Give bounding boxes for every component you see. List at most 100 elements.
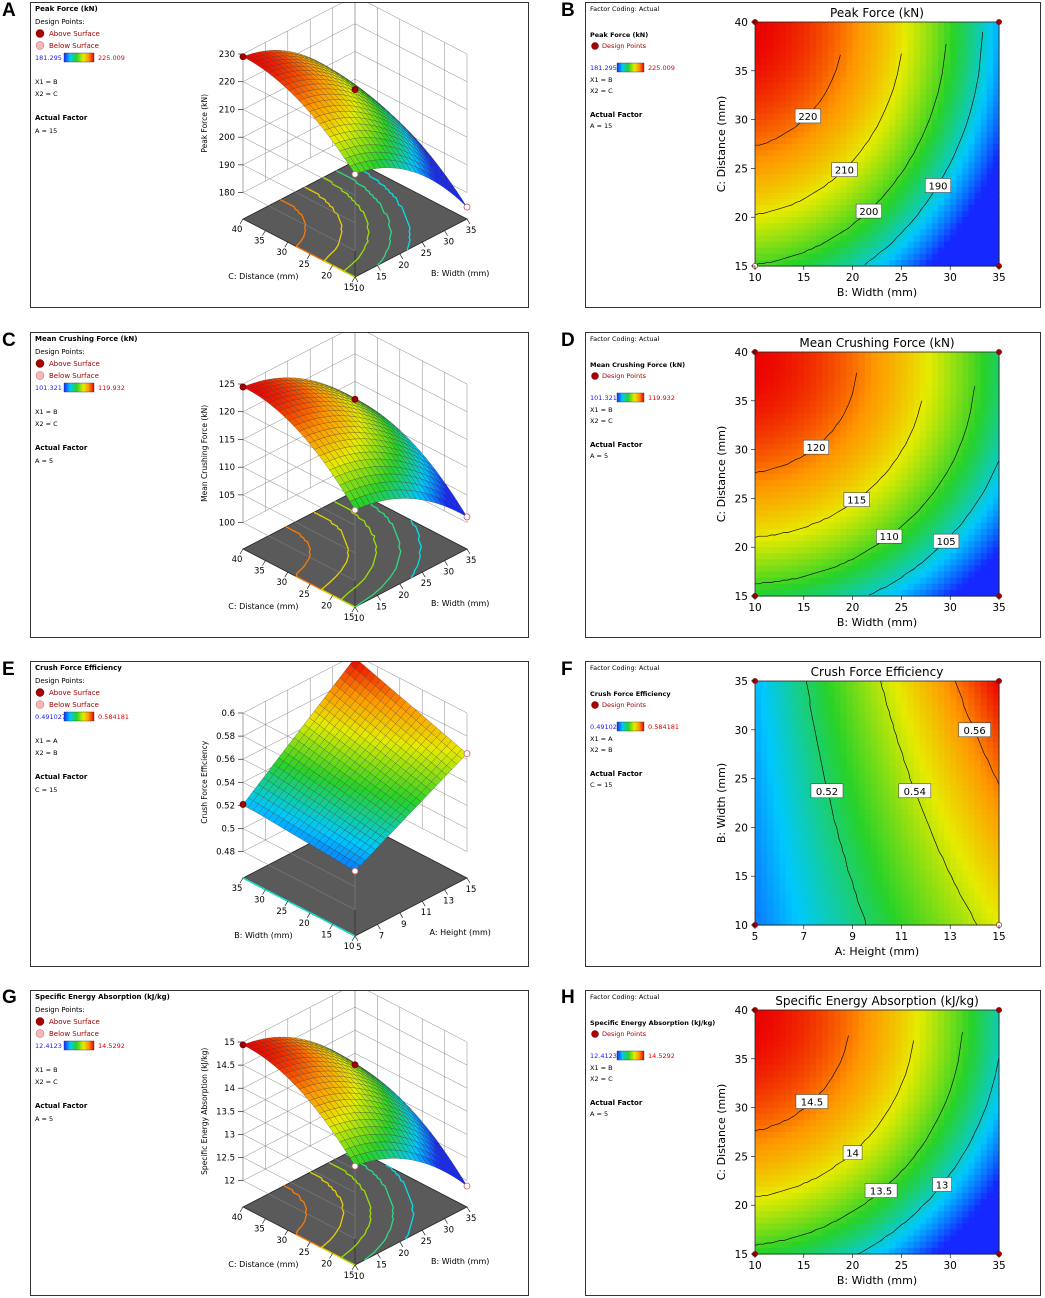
contour-cell [828, 370, 835, 377]
design-points-marker [591, 42, 599, 50]
contour-cell [828, 107, 835, 115]
contour-cell [980, 358, 988, 365]
contour-cell [797, 425, 805, 432]
contour-cell [852, 583, 860, 591]
contour-cell [968, 64, 976, 72]
contour-cell [986, 58, 994, 66]
contour-cell [791, 52, 799, 60]
contour-cell [907, 241, 915, 249]
contour-cell [986, 541, 994, 548]
contour-cell [925, 198, 933, 206]
contour-cell [761, 406, 768, 414]
contour-cell [858, 174, 866, 182]
contour-cell [956, 480, 963, 487]
left-tick [284, 572, 289, 578]
contour-cell [846, 571, 854, 579]
contour-cell [785, 370, 793, 377]
contour-cell [791, 480, 799, 487]
contour-cell [895, 95, 902, 102]
contour-cell [968, 235, 976, 243]
contour-cell [907, 565, 915, 573]
contour-cell [889, 547, 896, 554]
contour-cell [931, 70, 939, 78]
actual-factor-value: A = 5 [590, 452, 608, 460]
contour-cell [950, 131, 957, 139]
y-tick-label: 40 [735, 347, 748, 359]
contour-cell [889, 406, 896, 414]
contour-cell [913, 162, 921, 169]
contour-cell [950, 559, 957, 567]
contour-cell [822, 83, 829, 90]
contour-cell [938, 70, 945, 78]
contour-cell [986, 449, 994, 457]
contour-cell [974, 443, 982, 451]
legend-title: Peak Force (kN) [590, 31, 648, 39]
contour-cell [803, 419, 811, 426]
contour-cell [907, 192, 915, 200]
contour-cell [907, 168, 915, 176]
contour-cell [968, 467, 976, 475]
contour-cell [785, 559, 793, 567]
contour-cell [822, 113, 829, 121]
contour-cell [755, 70, 762, 78]
contour-cell [968, 174, 976, 182]
contour-cell [992, 547, 1000, 554]
contour-cell [968, 541, 976, 548]
contour-cell [956, 382, 963, 390]
contour-cell [889, 223, 896, 230]
contour-cell [931, 583, 939, 591]
contour-cell [828, 89, 835, 96]
contour-cell [809, 352, 817, 359]
contour-cell [992, 474, 1000, 481]
contour-cell [761, 498, 768, 506]
contour-cell [968, 492, 976, 499]
contour-cell [809, 571, 817, 579]
contour-cell [852, 150, 860, 157]
contour-cell [816, 259, 823, 267]
contour-cell [877, 431, 884, 438]
contour-cell [944, 425, 951, 432]
contour-cell [889, 101, 896, 108]
contour-cell [840, 400, 848, 408]
contour-cell [956, 52, 963, 60]
contour-cell [992, 376, 1000, 384]
contour-cell [761, 205, 768, 212]
contour-cell [828, 125, 835, 133]
contour-cell [907, 162, 915, 169]
contour-cell [962, 419, 970, 426]
contour-cell [962, 180, 970, 188]
contour-cell [907, 253, 915, 261]
contour-cell [895, 376, 902, 384]
contour-cell [822, 535, 829, 542]
contour-cell [761, 76, 768, 84]
contour-cell [803, 400, 811, 408]
contour-cell [931, 589, 939, 597]
right-tick-label: 15 [376, 602, 387, 612]
x-axis-label: B: Width (mm) [837, 286, 917, 299]
contour-cell [834, 419, 841, 426]
grid-line [242, 851, 356, 910]
contour-cell [755, 223, 762, 230]
contour-cell [883, 89, 890, 96]
contour-cell [895, 125, 902, 133]
design-points-heading: Design Points: [35, 18, 85, 26]
contour-cell [913, 431, 921, 438]
contour-cell [852, 467, 860, 475]
contour-cell [761, 235, 768, 243]
contour-cell [822, 498, 829, 506]
contour-cell [870, 217, 878, 224]
contour-cell [797, 34, 805, 41]
contour-cell [809, 217, 817, 224]
contour-cell [828, 413, 835, 420]
contour-cell [816, 217, 823, 224]
contour-cell [925, 223, 933, 230]
contour-cell [864, 64, 872, 72]
contour-cell [870, 95, 878, 102]
contour-cell [877, 571, 884, 579]
contour-cell [968, 516, 976, 524]
contour-cell [803, 553, 811, 560]
colorbar-max: 0.584181 [98, 713, 129, 721]
contour-cell [864, 425, 872, 432]
contour-cell [877, 70, 884, 78]
contour-cell [931, 480, 939, 487]
